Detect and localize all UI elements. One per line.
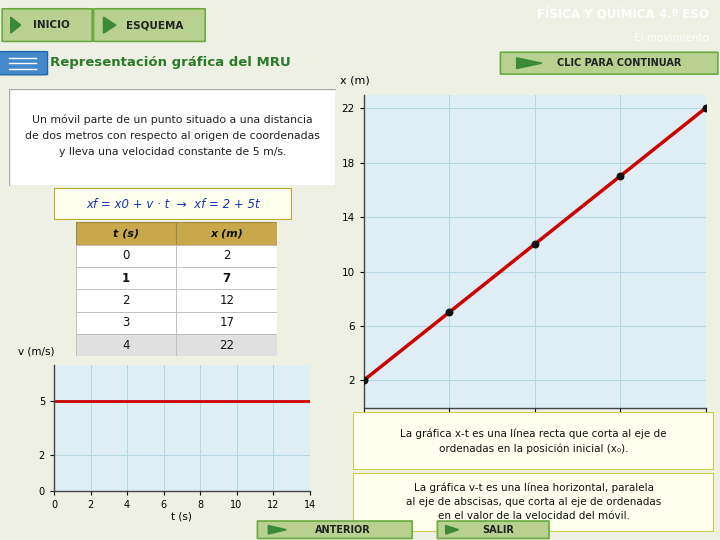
- Text: La gráfica x-t es una línea recta que corta al eje de
ordenadas en la posición i: La gráfica x-t es una línea recta que co…: [400, 428, 667, 454]
- Point: [358, 376, 369, 385]
- FancyBboxPatch shape: [76, 267, 176, 289]
- FancyBboxPatch shape: [9, 89, 336, 186]
- Text: x (m): x (m): [340, 75, 369, 85]
- Text: 12: 12: [220, 294, 234, 307]
- Text: t (s): t (s): [113, 228, 139, 239]
- FancyBboxPatch shape: [176, 222, 277, 245]
- FancyBboxPatch shape: [176, 267, 277, 289]
- FancyBboxPatch shape: [176, 312, 277, 334]
- Text: Un móvil parte de un punto situado a una distancia
de dos metros con respecto al: Un móvil parte de un punto situado a una…: [25, 115, 320, 157]
- FancyBboxPatch shape: [0, 51, 48, 75]
- Text: 2: 2: [223, 249, 230, 262]
- X-axis label: t (s): t (s): [523, 428, 546, 438]
- FancyBboxPatch shape: [176, 245, 277, 267]
- Text: SALIR: SALIR: [482, 525, 515, 535]
- FancyBboxPatch shape: [76, 289, 176, 312]
- FancyBboxPatch shape: [76, 312, 176, 334]
- Text: xf = x0 + v · t  →  xf = 2 + 5t: xf = x0 + v · t → xf = 2 + 5t: [86, 198, 260, 211]
- Text: x (m): x (m): [210, 228, 243, 239]
- FancyBboxPatch shape: [76, 222, 176, 245]
- Point: [528, 240, 540, 248]
- Text: v (m/s): v (m/s): [18, 347, 55, 357]
- FancyBboxPatch shape: [353, 412, 714, 470]
- Text: 0: 0: [122, 249, 130, 262]
- Text: Representación gráfica del MRU: Representación gráfica del MRU: [50, 56, 291, 69]
- Text: 1: 1: [122, 272, 130, 285]
- Point: [700, 104, 711, 112]
- Text: INICIO: INICIO: [33, 20, 70, 30]
- Point: [444, 308, 455, 316]
- Text: FÍSICA Y QUÍMICA 4.º ESO: FÍSICA Y QUÍMICA 4.º ESO: [537, 9, 709, 22]
- FancyBboxPatch shape: [2, 9, 92, 42]
- Polygon shape: [269, 525, 287, 534]
- FancyBboxPatch shape: [353, 472, 714, 532]
- FancyBboxPatch shape: [176, 334, 277, 356]
- Text: ANTERIOR: ANTERIOR: [315, 525, 370, 535]
- Text: La gráfica v-t es una línea horizontal, paralela
al eje de abscisas, que corta a: La gráfica v-t es una línea horizontal, …: [406, 483, 661, 522]
- X-axis label: t (s): t (s): [171, 512, 192, 522]
- Text: CLIC PARA CONTINUAR: CLIC PARA CONTINUAR: [557, 58, 682, 68]
- FancyBboxPatch shape: [54, 188, 292, 220]
- Text: 3: 3: [122, 316, 130, 329]
- Polygon shape: [104, 17, 116, 33]
- FancyBboxPatch shape: [258, 521, 412, 538]
- Text: 17: 17: [220, 316, 234, 329]
- Text: El movimiento: El movimiento: [634, 32, 709, 43]
- FancyBboxPatch shape: [76, 245, 176, 267]
- FancyBboxPatch shape: [94, 9, 205, 42]
- Text: 22: 22: [220, 339, 234, 352]
- Text: 2: 2: [122, 294, 130, 307]
- Polygon shape: [11, 17, 21, 33]
- FancyBboxPatch shape: [500, 52, 718, 74]
- Text: 4: 4: [122, 339, 130, 352]
- Point: [614, 172, 626, 180]
- Polygon shape: [517, 58, 542, 69]
- Text: ESQUEMA: ESQUEMA: [126, 20, 184, 30]
- Polygon shape: [446, 525, 459, 534]
- Text: 7: 7: [222, 272, 231, 285]
- FancyBboxPatch shape: [76, 334, 176, 356]
- FancyBboxPatch shape: [438, 521, 549, 538]
- FancyBboxPatch shape: [176, 289, 277, 312]
